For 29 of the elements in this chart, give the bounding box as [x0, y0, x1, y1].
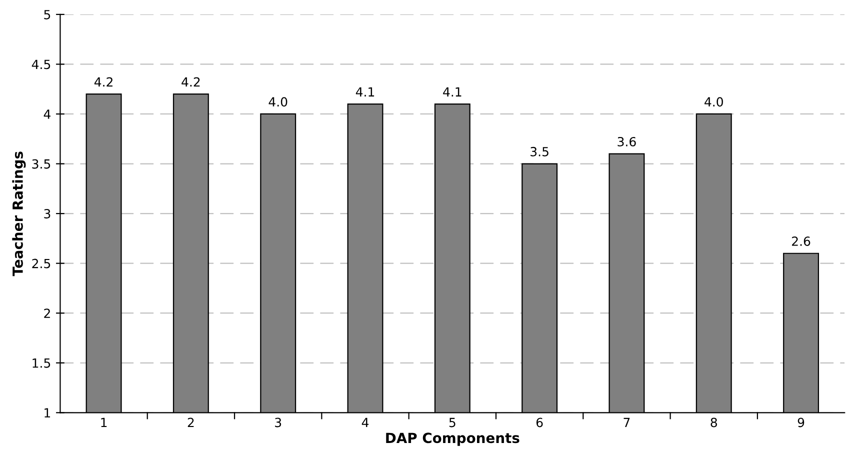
data-label: 4.2 — [94, 77, 112, 86]
data-label: 2.6 — [792, 236, 810, 246]
x-tick-label: 2 — [188, 418, 194, 428]
x-axis-title: DAP Components — [386, 432, 520, 446]
data-label: 4.2 — [182, 77, 200, 86]
x-tick-label: 6 — [536, 418, 543, 428]
x-tick-label: 4 — [362, 418, 369, 428]
x-tick-label: 1 — [101, 418, 107, 428]
data-label: 4.1 — [443, 87, 462, 96]
y-tick-label: 3.5 — [32, 159, 50, 169]
data-label: 4.1 — [356, 87, 374, 96]
data-label: 3.5 — [530, 146, 548, 156]
y-tick-label: 5 — [44, 10, 50, 20]
data-label: 3.6 — [618, 136, 636, 146]
data-label: 4.0 — [268, 97, 288, 107]
data-label: 4.0 — [704, 97, 723, 107]
y-axis-title: Teacher Ratings — [12, 152, 26, 276]
y-tick-label: 1.5 — [32, 358, 50, 368]
y-tick-label: 1 — [44, 408, 50, 418]
x-tick-label: 7 — [624, 418, 630, 428]
y-tick-label: 3 — [44, 209, 50, 218]
x-tick-label: 8 — [710, 418, 717, 428]
x-tick-label: 3 — [275, 418, 282, 428]
y-tick-label: 2.5 — [32, 258, 50, 268]
x-tick-label: 5 — [449, 418, 456, 428]
x-tick-label: 9 — [798, 418, 804, 428]
y-tick-label: 4.5 — [32, 60, 50, 70]
y-tick-label: 4 — [44, 110, 50, 119]
y-tick-label: 2 — [44, 308, 50, 318]
